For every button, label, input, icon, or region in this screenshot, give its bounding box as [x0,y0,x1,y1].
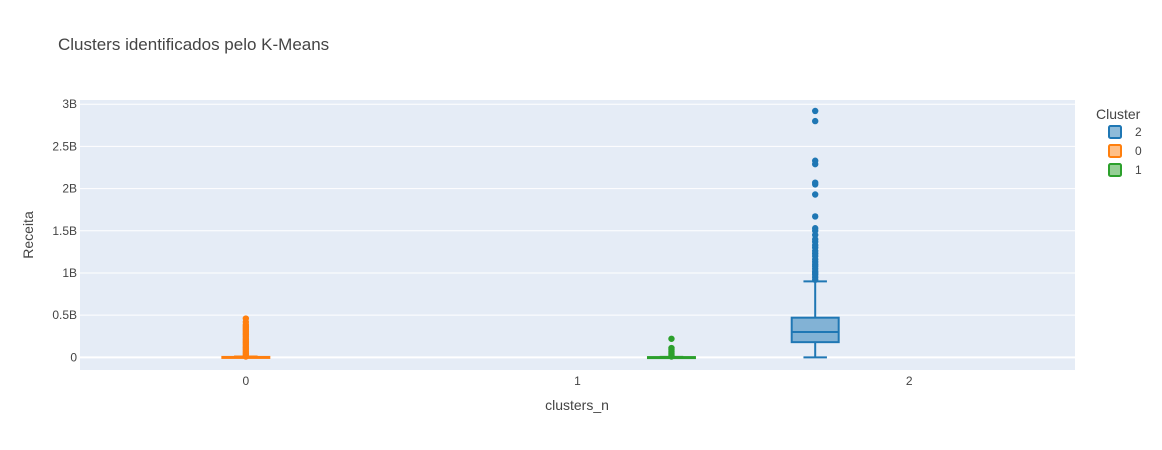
legend-swatch-0 [1108,144,1122,158]
outlier-point [668,344,675,352]
outlier-point [811,117,819,125]
legend-label-1: 1 [1135,163,1142,177]
x-tick-label: 0 [242,374,249,388]
box-series-1 [646,335,696,360]
outlier-point [811,157,819,164]
chart-title: Clusters identificados pelo K-Means [58,35,329,54]
grid-lines [80,103,1075,359]
outlier-point [811,107,819,115]
outlier-point [242,315,250,322]
x-axis-ticks: 0 1 2 [242,374,912,388]
box-series-2 [790,107,840,359]
y-tick-label: 0 [70,350,77,364]
outlier-point [811,225,819,232]
y-tick-label: 2.5B [52,139,77,153]
outlier-point [811,191,819,198]
plot-area [80,100,1075,370]
legend-swatch-2 [1108,125,1122,139]
x-tick-label: 1 [574,374,581,388]
y-tick-label: 2B [62,182,77,196]
legend-swatch-1 [1108,163,1122,177]
legend: Cluster 2 0 1 [1096,106,1142,177]
box-iqr [790,316,840,344]
outlier-point [811,213,819,220]
y-axis-ticks: 0 0.5B 1B 1.5B 2B 2.5B 3B [52,97,77,364]
y-tick-label: 1B [62,266,77,280]
x-tick-label: 2 [906,374,913,388]
box-marks [221,107,840,360]
legend-label-0: 0 [1135,144,1142,158]
outlier-point [668,335,675,342]
y-tick-label: 0.5B [52,308,77,322]
y-axis-title: Receita [20,211,36,259]
box-series-0 [221,315,271,360]
y-tick-label: 3B [62,97,77,111]
x-axis-title: clusters_n [545,397,609,413]
y-tick-label: 1.5B [52,224,77,238]
legend-label-2: 2 [1135,125,1142,139]
outlier-point [811,179,819,186]
legend-title: Cluster [1096,106,1141,122]
